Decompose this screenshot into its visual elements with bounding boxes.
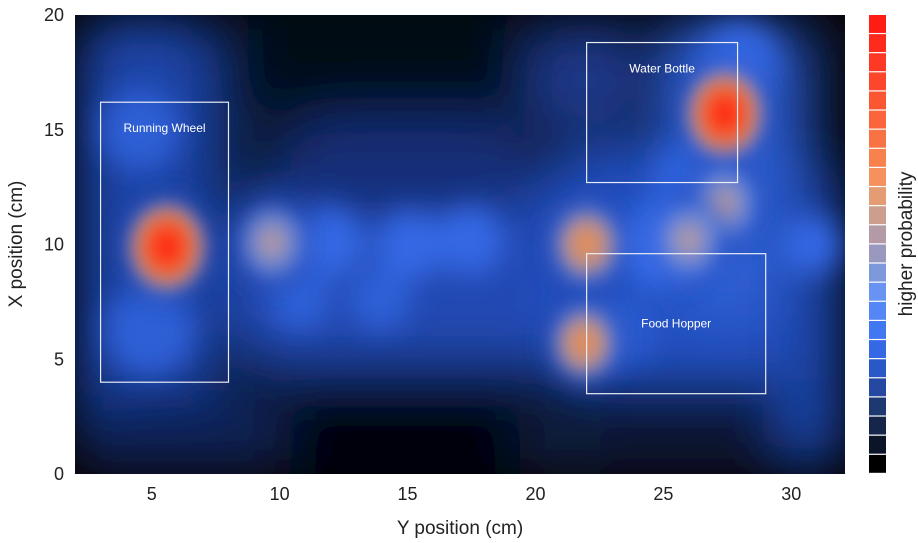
colorbar-swatch [869, 454, 886, 473]
region-box [99, 101, 230, 383]
x-axis-title: Y position (cm) [397, 518, 523, 539]
colorbar-swatch [869, 91, 886, 110]
colorbar-swatch [869, 15, 886, 33]
region-label: Water Bottle [629, 62, 695, 76]
y-tick-label: 15 [44, 120, 64, 140]
x-tick-label: 30 [781, 484, 801, 504]
colorbar-swatch [869, 53, 886, 72]
colorbar-swatch [869, 148, 886, 167]
colorbar-swatch [869, 225, 886, 244]
x-tick-label: 5 [147, 484, 157, 504]
colorbar-swatch [869, 435, 886, 454]
y-tick-label: 5 [54, 349, 64, 369]
region-box [586, 41, 739, 184]
region-label: Running Wheel [124, 121, 206, 135]
heatmap-field [75, 15, 845, 474]
colorbar-swatch [869, 129, 886, 148]
region-layer: Running Wheel Water Bottle Food Hopper [99, 41, 767, 395]
x-axis-ticks: 5 10 15 20 25 30 [147, 484, 802, 504]
y-tick-label: 10 [44, 235, 64, 255]
colorbar-swatch [869, 187, 886, 206]
colorbar-swatch [869, 397, 886, 416]
colorbar-swatch [869, 72, 886, 91]
hotspot [681, 64, 769, 163]
y-axis-title: X position (cm) [6, 181, 27, 308]
y-tick-label: 20 [44, 5, 64, 25]
y-tick-label: 0 [54, 464, 64, 484]
colorbar-swatch [869, 244, 886, 263]
colorbar-swatch [869, 301, 886, 320]
colorbar-swatch [869, 110, 886, 129]
x-tick-label: 25 [653, 484, 673, 504]
hotspot [234, 199, 310, 286]
colorbar-swatch [869, 340, 886, 359]
colorbar-label: higher probability [896, 171, 917, 316]
colorbar-swatch [869, 282, 886, 301]
colorbar-swatch [869, 359, 886, 378]
region-box [586, 253, 767, 395]
colorbar-swatch [869, 321, 886, 339]
hotspot [652, 198, 726, 282]
x-tick-label: 15 [398, 484, 418, 504]
x-tick-label: 10 [270, 484, 290, 504]
colorbar-swatch [869, 263, 886, 282]
colorbar-swatch [869, 416, 886, 435]
hotspot [545, 299, 623, 387]
x-tick-label: 20 [525, 484, 545, 504]
hotspot [546, 199, 627, 290]
colorbar-swatch [869, 34, 886, 53]
colorbar-swatch [869, 378, 886, 397]
colorbar [869, 15, 886, 473]
colorbar-swatch [869, 206, 886, 225]
region-label: Food Hopper [641, 317, 711, 331]
y-axis-ticks: 0 5 10 15 20 [44, 5, 64, 484]
colorbar-swatch [869, 168, 886, 186]
hotspot [123, 196, 212, 297]
